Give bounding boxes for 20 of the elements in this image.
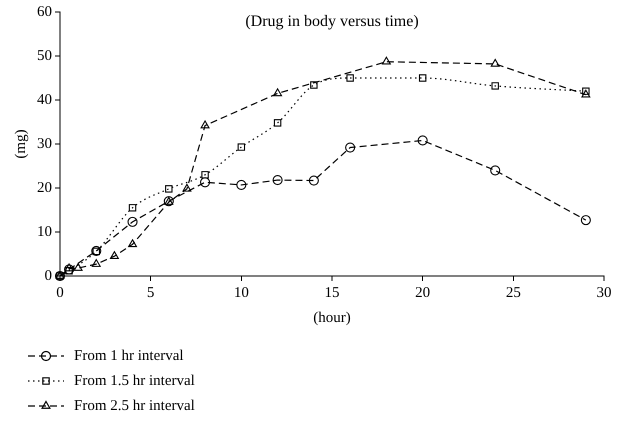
x-tick-label: 25	[506, 284, 521, 301]
y-tick-label: 50	[37, 48, 52, 64]
legend-label: From 2.5 hr interval	[74, 398, 195, 414]
y-tick-label: 30	[37, 136, 52, 152]
x-tick-label: 20	[415, 284, 430, 301]
y-tick-label: 40	[37, 92, 52, 108]
x-tick-label: 15	[324, 284, 340, 301]
legend-label: From 1.5 hr interval	[74, 372, 195, 389]
x-tick-label: 5	[146, 284, 154, 301]
y-tick-label: 0	[44, 268, 52, 284]
y-tick-label: 60	[37, 4, 52, 20]
x-tick-label: 10	[234, 284, 249, 301]
x-tick-label: 30	[596, 284, 612, 301]
y-tick-label: 20	[37, 180, 52, 196]
chart-title: (Drug in body versus time)	[245, 13, 419, 30]
y-tick-label: 10	[37, 224, 52, 240]
x-tick-label: 0	[56, 284, 64, 301]
y-axis-title: (mg)	[12, 129, 29, 159]
x-axis-title: (hour)	[313, 310, 351, 326]
legend-label: From 1 hr interval	[74, 348, 184, 364]
